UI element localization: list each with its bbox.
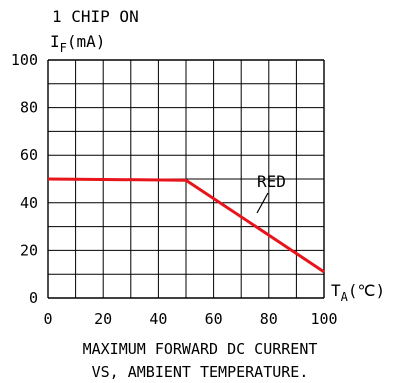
x-tick-label: 80 xyxy=(260,310,278,328)
series-label-leader xyxy=(256,192,269,214)
y-axis-label-sub: F xyxy=(60,41,67,55)
x-axis-label: TA(℃) xyxy=(331,281,385,304)
x-axis-label-main: T xyxy=(331,281,341,300)
series-lines xyxy=(47,177,325,274)
x-tick-label: 20 xyxy=(94,310,112,328)
tick-labels: 0 20 40 60 80 100 0 20 40 60 80 100 xyxy=(11,51,338,328)
y-axis-label-unit: (mA) xyxy=(67,32,106,51)
chart-note: 1 CHIP ON xyxy=(52,7,139,26)
y-tick-label: 60 xyxy=(20,146,38,164)
series-label-red: RED xyxy=(257,172,286,191)
caption-line-1: MAXIMUM FORWARD DC CURRENT xyxy=(83,340,318,358)
y-axis-label-main: I xyxy=(50,32,60,51)
y-tick-label: 0 xyxy=(29,289,38,307)
x-axis-label-unit: (℃) xyxy=(348,281,385,300)
series-line-red xyxy=(47,177,325,274)
x-axis-label-sub: A xyxy=(341,290,349,304)
y-tick-label: 20 xyxy=(20,241,38,259)
caption-line-2: VS, AMBIENT TEMPERATURE. xyxy=(92,363,309,381)
x-tick-label: 60 xyxy=(205,310,223,328)
x-tick-label: 40 xyxy=(149,310,167,328)
y-axis-label: IF(mA) xyxy=(50,32,105,55)
y-tick-label: 40 xyxy=(20,194,38,212)
y-tick-label: 100 xyxy=(11,51,38,69)
x-tick-label: 100 xyxy=(310,310,337,328)
y-tick-label: 80 xyxy=(20,99,38,117)
grid-lines xyxy=(47,59,325,299)
x-tick-label: 0 xyxy=(43,310,52,328)
